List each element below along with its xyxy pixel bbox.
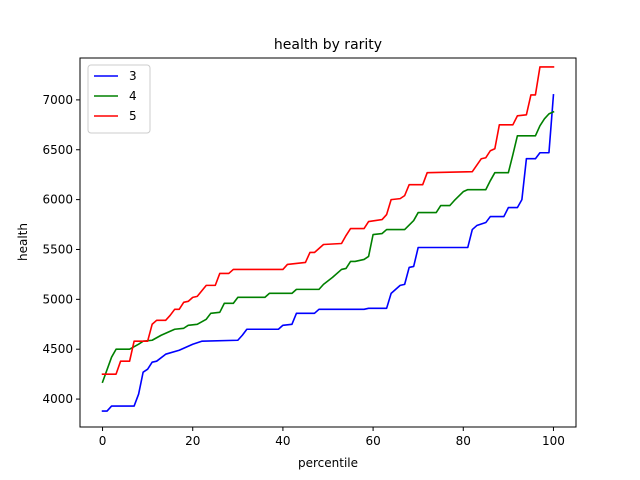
- axes-frame: [79, 57, 577, 428]
- series-line-4: [101, 110, 555, 384]
- x-tick-label: 40: [275, 434, 290, 448]
- x-tick-label: 100: [542, 434, 565, 448]
- legend: 3 4 5: [87, 64, 151, 134]
- y-tick-label: 6000: [42, 193, 73, 207]
- y-tick-label: 6500: [42, 143, 73, 157]
- x-tick-label: 60: [365, 434, 380, 448]
- y-tick-label: 7000: [42, 93, 73, 107]
- legend-label-3: 3: [129, 69, 137, 83]
- y-tick-label: 5000: [42, 292, 73, 306]
- x-axis-label: percentile: [298, 456, 358, 470]
- series-line-5: [101, 66, 555, 375]
- legend-label-5: 5: [129, 109, 137, 123]
- y-axis-ticks: 4000 4500 5000 5500 6000 6500 7000: [42, 93, 80, 406]
- x-tick-label: 0: [99, 434, 107, 448]
- series-lines: [101, 66, 555, 412]
- x-tick-label: 80: [456, 434, 471, 448]
- chart-title: health by rarity: [274, 37, 382, 53]
- x-axis-ticks: 0 20 40 60 80 100: [99, 427, 565, 448]
- series-line-3: [101, 94, 555, 412]
- y-tick-label: 4500: [42, 342, 73, 356]
- y-tick-label: 4000: [42, 392, 73, 406]
- legend-label-4: 4: [129, 89, 137, 103]
- x-tick-label: 20: [185, 434, 200, 448]
- y-tick-label: 5500: [42, 242, 73, 256]
- y-axis-label: health: [16, 223, 30, 261]
